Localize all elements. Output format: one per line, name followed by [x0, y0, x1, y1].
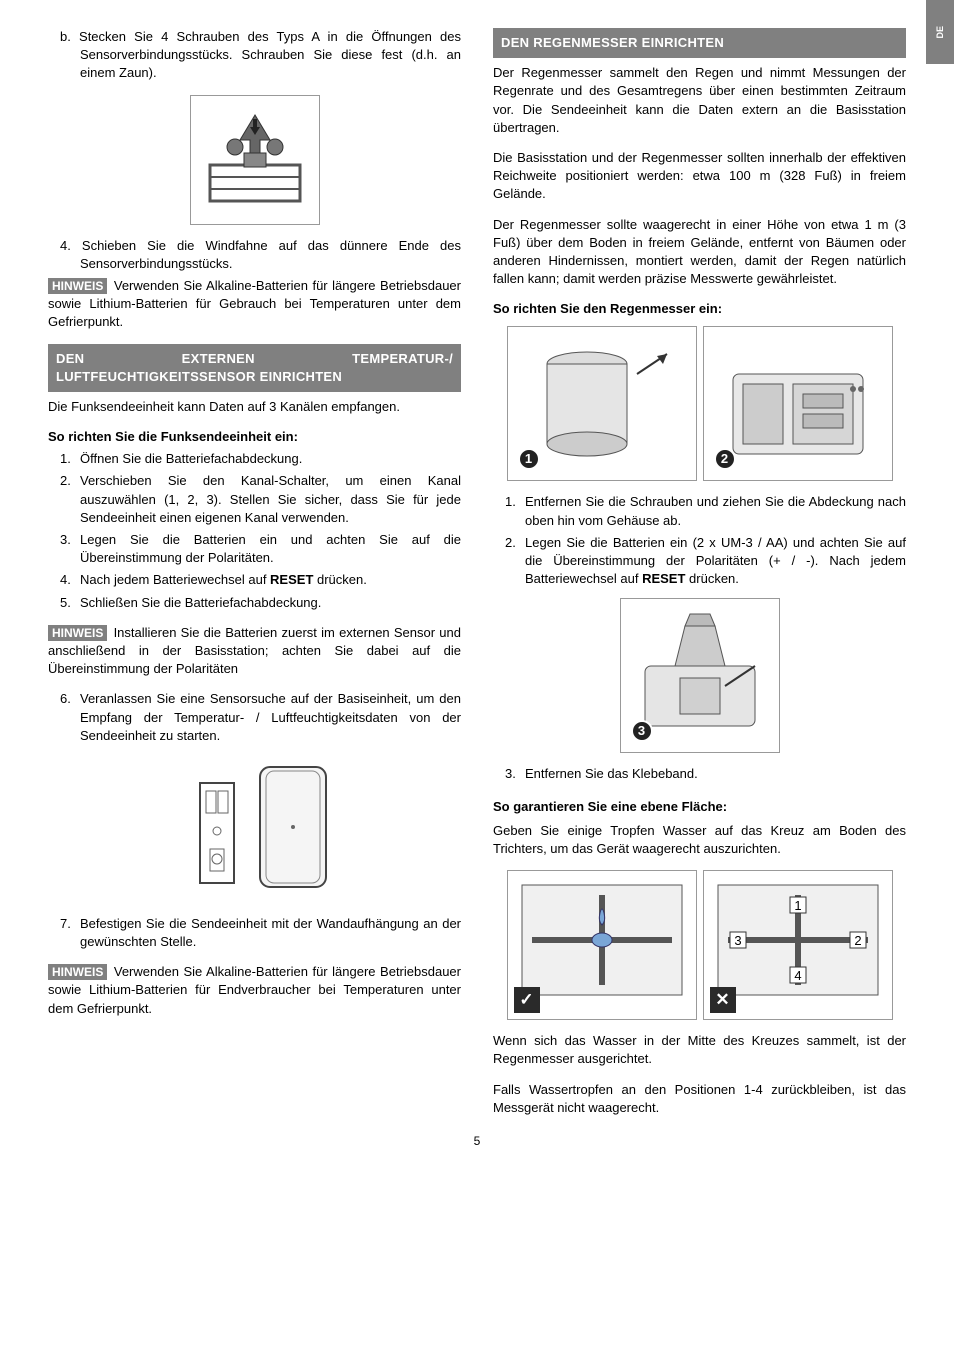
step-text: Nach jedem Batteriewechsel auf: [80, 572, 270, 587]
list-item: 5.Schließen Sie die Batteriefachabdeckun…: [48, 594, 461, 612]
figure-badge-3: 3: [631, 720, 653, 742]
paragraph: Die Basisstation und der Regenmesser sol…: [493, 149, 906, 204]
step-text: Schließen Sie die Batteriefachabdeckung.: [80, 595, 321, 610]
list-item: 3.Legen Sie die Batterien ein und achten…: [48, 531, 461, 567]
list-item: 1.Öffnen Sie die Batteriefachabdeckung.: [48, 450, 461, 468]
section1-intro: Die Funksendeeinheit kann Daten auf 3 Ka…: [48, 398, 461, 416]
figure-rain-2: 2: [703, 326, 893, 481]
figure-sensor-bracket: [190, 95, 320, 225]
section-header-temp-sensor: DEN EXTERNEN TEMPERATUR-/ LUFTFEUCHTIGKE…: [48, 344, 461, 392]
figure-level-wrong: 1 2 3 4 ✕: [703, 870, 893, 1020]
hinweis-1: HINWEIS Verwenden Sie Alkaline-Batterien…: [48, 277, 461, 332]
figure-rain-1: 1: [507, 326, 697, 481]
step-text: Verschieben Sie den Kanal-Schalter, um e…: [80, 473, 461, 524]
step-text: Entfernen Sie die Schrauben und ziehen S…: [525, 494, 906, 527]
rain-subheading-1: So richten Sie den Regenmesser ein:: [493, 300, 906, 318]
reset-label: RESET: [270, 572, 313, 587]
step-text: drücken.: [685, 571, 738, 586]
list-item: 7.Befestigen Sie die Sendeeinheit mit de…: [48, 915, 461, 951]
figure-row-rain-1-2: 1 2: [493, 326, 906, 481]
cross-label-3: 3: [734, 933, 741, 948]
language-tab-label: DE: [934, 26, 947, 39]
left-column: b. Stecken Sie 4 Schrauben des Typs A in…: [48, 28, 461, 1117]
figure-badge-1: 1: [518, 448, 540, 470]
list-item-b: b. Stecken Sie 4 Schrauben des Typs A in…: [48, 28, 461, 83]
paragraph: Falls Wassertropfen an den Positionen 1-…: [493, 1081, 906, 1117]
step-text: Befestigen Sie die Sendeeinheit mit der …: [80, 916, 461, 949]
hinweis-2: HINWEIS Installieren Sie die Batterien z…: [48, 624, 461, 679]
paragraph: Der Regenmesser sollte waagerecht in ein…: [493, 216, 906, 289]
rain-subheading-2: So garantieren Sie eine ebene Fläche:: [493, 798, 906, 816]
list-item-4: 4. Schieben Sie die Windfahne auf das dü…: [48, 237, 461, 273]
paragraph: Wenn sich das Wasser in der Mitte des Kr…: [493, 1032, 906, 1068]
right-column: DEN REGENMESSER EINRICHTEN Der Regenmess…: [493, 28, 906, 1117]
cross-icon: ✕: [710, 987, 736, 1013]
list-item: 1.Entfernen Sie die Schrauben und ziehen…: [493, 493, 906, 529]
hinweis-2-text: Installieren Sie die Batterien zuerst im…: [48, 625, 461, 676]
two-column-layout: b. Stecken Sie 4 Schrauben des Typs A in…: [48, 28, 906, 1117]
figure-row-level: ✓ 1 2 3 4 ✕: [493, 870, 906, 1020]
step-text: Legen Sie die Batterien ein und achten S…: [80, 532, 461, 565]
hinweis-tag: HINWEIS: [48, 625, 107, 641]
hinweis-1-text: Verwenden Sie Alkaline-Batterien für län…: [48, 278, 461, 329]
cross-label-4: 4: [794, 968, 801, 983]
language-tab: DE: [926, 0, 954, 64]
figure-rain-3: 3: [620, 598, 780, 753]
hinweis-3-text: Verwenden Sie Alkaline-Batterien für län…: [48, 964, 461, 1015]
step-text: Entfernen Sie das Klebeband.: [525, 766, 698, 781]
paragraph: Geben Sie einige Tropfen Wasser auf das …: [493, 822, 906, 858]
cross-label-2: 2: [854, 933, 861, 948]
list-item: 2.Verschieben Sie den Kanal-Schalter, um…: [48, 472, 461, 527]
hinweis-tag: HINWEIS: [48, 278, 107, 294]
list-item: 2.Legen Sie die Batterien ein (2 x UM-3 …: [493, 534, 906, 589]
list-item: 6.Veranlassen Sie eine Sensorsuche auf d…: [48, 690, 461, 745]
list-item: 4.Nach jedem Batteriewechsel auf RESET d…: [48, 571, 461, 589]
figure-badge-2: 2: [714, 448, 736, 470]
section1-subheading: So richten Sie die Funksendeeinheit ein:: [48, 428, 461, 446]
hinweis-tag: HINWEIS: [48, 964, 107, 980]
page-number: 5: [48, 1133, 906, 1150]
check-icon: ✓: [514, 987, 540, 1013]
paragraph: Der Regenmesser sammelt den Regen und ni…: [493, 64, 906, 137]
section-header-rain-gauge: DEN REGENMESSER EINRICHTEN: [493, 28, 906, 58]
cross-label-1: 1: [794, 898, 801, 913]
figure-level-correct: ✓: [507, 870, 697, 1020]
step-text: Veranlassen Sie eine Sensorsuche auf der…: [80, 691, 461, 742]
figure-transmitter: [170, 753, 340, 903]
reset-label: RESET: [642, 571, 685, 586]
list-item: 3.Entfernen Sie das Klebeband.: [493, 765, 906, 783]
step-text: Öffnen Sie die Batteriefachabdeckung.: [80, 451, 302, 466]
step-text: drücken.: [313, 572, 366, 587]
hinweis-3: HINWEIS Verwenden Sie Alkaline-Batterien…: [48, 963, 461, 1018]
